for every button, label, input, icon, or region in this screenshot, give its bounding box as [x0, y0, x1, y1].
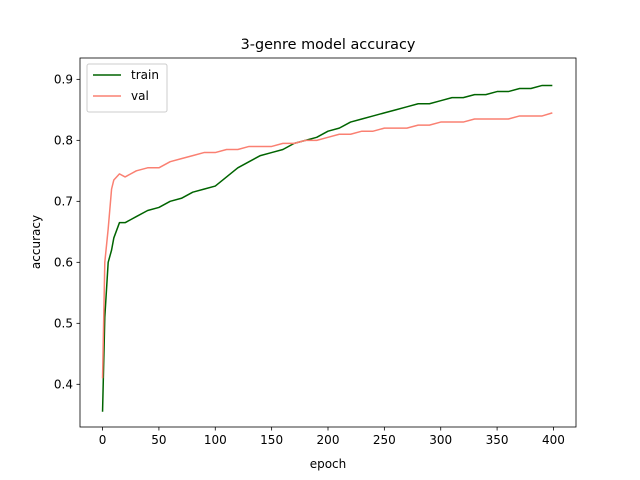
legend-label-train: train — [131, 68, 159, 82]
x-tick-label: 350 — [486, 433, 509, 447]
x-tick-label: 150 — [260, 433, 283, 447]
y-tick-label: 0.5 — [54, 316, 73, 330]
x-tick-label: 100 — [204, 433, 227, 447]
y-tick-label: 0.6 — [54, 255, 73, 269]
x-tick-label: 200 — [317, 433, 340, 447]
series-line-train — [101, 84, 553, 412]
y-tick-label: 0.9 — [54, 72, 73, 86]
x-tick-label: 50 — [151, 433, 166, 447]
legend: train val — [86, 63, 168, 113]
x-axis-label: epoch — [310, 457, 347, 471]
x-tick-label: 400 — [542, 433, 565, 447]
plot-frame — [79, 57, 577, 428]
series-layer — [101, 84, 553, 412]
y-tick-label: 0.4 — [54, 377, 73, 391]
y-tick-label: 0.7 — [54, 194, 73, 208]
y-tick-label: 0.8 — [54, 133, 73, 147]
y-axis-label: accuracy — [29, 215, 43, 269]
legend-label-val: val — [131, 89, 149, 103]
x-tick-label: 0 — [99, 433, 107, 447]
chart-title: 3-genre model accuracy — [241, 37, 416, 53]
legend-frame — [86, 63, 168, 113]
tick-layer: 0 50 100 150 200 250 300 350 400 0.4 0.5 0.6 0.7 0.8 0… — [54, 72, 565, 447]
series-line-val — [101, 112, 553, 379]
x-tick-label: 300 — [429, 433, 452, 447]
x-tick-label: 250 — [373, 433, 396, 447]
